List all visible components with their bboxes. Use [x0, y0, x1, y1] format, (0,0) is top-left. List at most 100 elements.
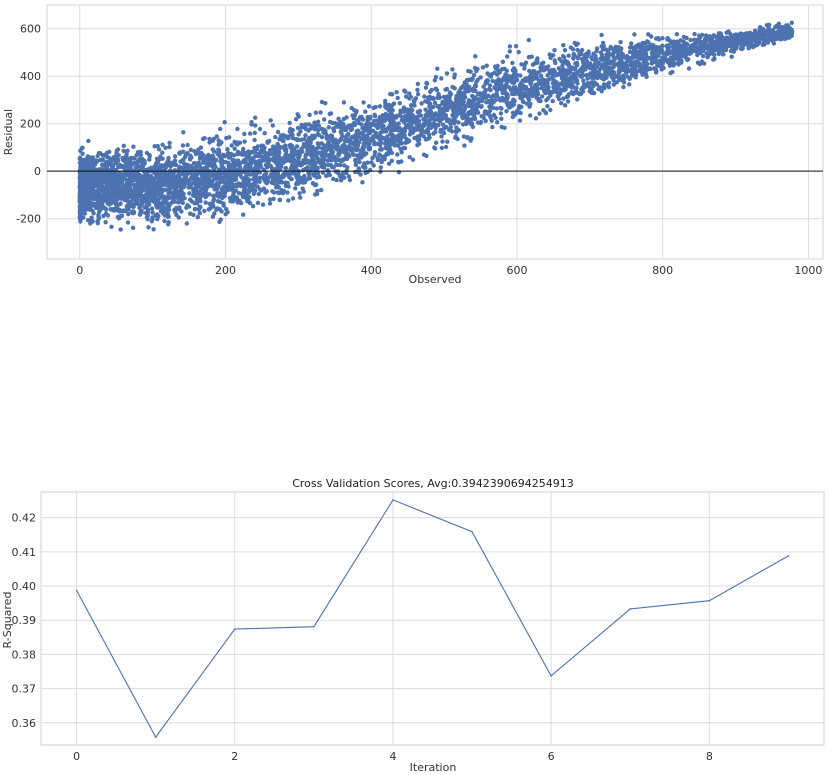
scatter-point — [284, 152, 290, 158]
scatter-point — [341, 100, 347, 105]
scatter-point — [643, 72, 649, 77]
scatter-point — [502, 125, 507, 130]
scatter-point — [77, 208, 83, 213]
scatter-point — [508, 74, 513, 79]
scatter-point — [384, 105, 389, 111]
scatter-point — [100, 162, 105, 167]
scatter-point — [179, 199, 184, 205]
scatter-point — [377, 147, 383, 152]
scatter-point — [559, 101, 564, 106]
scatter-point — [547, 71, 552, 76]
scatter-point — [125, 220, 131, 225]
scatter-point — [423, 107, 428, 112]
scatter-point — [283, 183, 288, 189]
scatter-point — [483, 118, 488, 124]
scatter-point — [771, 41, 777, 46]
scatter-point — [120, 176, 126, 181]
scatter-point — [446, 127, 452, 132]
scatter-point — [120, 190, 126, 195]
scatter-point — [479, 98, 484, 103]
scatter-point — [456, 105, 461, 111]
scatter-point — [435, 104, 440, 109]
scatter-point — [353, 162, 358, 168]
scatter-point — [439, 145, 445, 151]
scatter-point — [85, 218, 91, 223]
scatter-point — [188, 211, 193, 216]
scatter-point — [231, 153, 237, 158]
scatter-point — [86, 138, 91, 144]
scatter-point — [511, 66, 517, 71]
scatter-point — [137, 172, 142, 178]
scatter-point — [493, 115, 498, 121]
scatter-point — [91, 177, 97, 182]
scatter-point — [267, 197, 273, 202]
scatter-point — [755, 42, 760, 47]
scatter-point — [543, 90, 548, 96]
scatter-point — [310, 136, 316, 141]
scatter-point — [115, 189, 121, 194]
scatter-point — [307, 176, 313, 181]
scatter-point — [616, 56, 622, 61]
scatter-point — [362, 165, 367, 170]
scatter-point — [627, 76, 632, 82]
scatter-point — [172, 159, 177, 164]
scatter-point — [372, 153, 377, 158]
scatter-point — [777, 25, 782, 31]
scatter-point — [352, 122, 357, 128]
scatter-point — [457, 88, 462, 94]
scatter-point — [705, 55, 710, 60]
scatter-point — [461, 102, 466, 107]
scatter-point — [160, 209, 165, 215]
scatter-point — [162, 198, 168, 204]
scatter-point — [392, 127, 397, 133]
scatter-point — [263, 190, 268, 195]
scatter-point — [358, 150, 364, 156]
scatter-point — [565, 99, 571, 104]
scatter-point — [770, 28, 775, 33]
scatter-point — [558, 71, 563, 77]
scatter-point — [493, 94, 499, 99]
scatter-point — [541, 78, 547, 83]
scatter-point — [222, 120, 227, 125]
scatter-point — [552, 78, 557, 84]
scatter-point — [511, 97, 516, 102]
scatter-point — [710, 51, 716, 57]
scatter-point — [98, 206, 103, 211]
scatter-point — [124, 178, 130, 184]
scatter-point — [682, 42, 688, 47]
scatter-point — [204, 177, 209, 182]
scatter-point — [530, 93, 535, 99]
scatter-point — [233, 177, 239, 182]
scatter-point — [649, 34, 654, 39]
scatter-point — [125, 158, 130, 164]
scatter-point — [256, 191, 261, 197]
scatter-point — [228, 199, 233, 204]
scatter-point — [537, 111, 542, 116]
scatter-point — [600, 47, 606, 52]
scatter-point — [199, 171, 204, 176]
scatter-point — [81, 193, 86, 198]
scatter-point — [163, 145, 168, 150]
scatter-point — [789, 20, 794, 25]
scatter-point — [156, 197, 161, 202]
scatter-point — [556, 96, 562, 102]
scatter-point — [584, 83, 589, 88]
scatter-point — [90, 155, 96, 160]
scatter-point — [118, 227, 123, 232]
scatter-point — [624, 70, 629, 75]
scatter-point — [438, 129, 443, 134]
scatter-point — [395, 126, 400, 131]
scatter-point — [197, 204, 202, 209]
scatter-point — [650, 58, 655, 64]
scatter-point — [589, 80, 594, 86]
scatter-point — [416, 141, 422, 147]
scatter-point — [167, 144, 172, 150]
scatter-point — [597, 85, 602, 90]
scatter-point — [726, 29, 731, 34]
scatter-point — [521, 99, 526, 105]
scatter-point — [293, 186, 298, 191]
scatter-points — [77, 20, 795, 232]
scatter-point — [462, 143, 467, 148]
scatter-point — [377, 115, 383, 120]
scatter-point — [398, 108, 403, 113]
